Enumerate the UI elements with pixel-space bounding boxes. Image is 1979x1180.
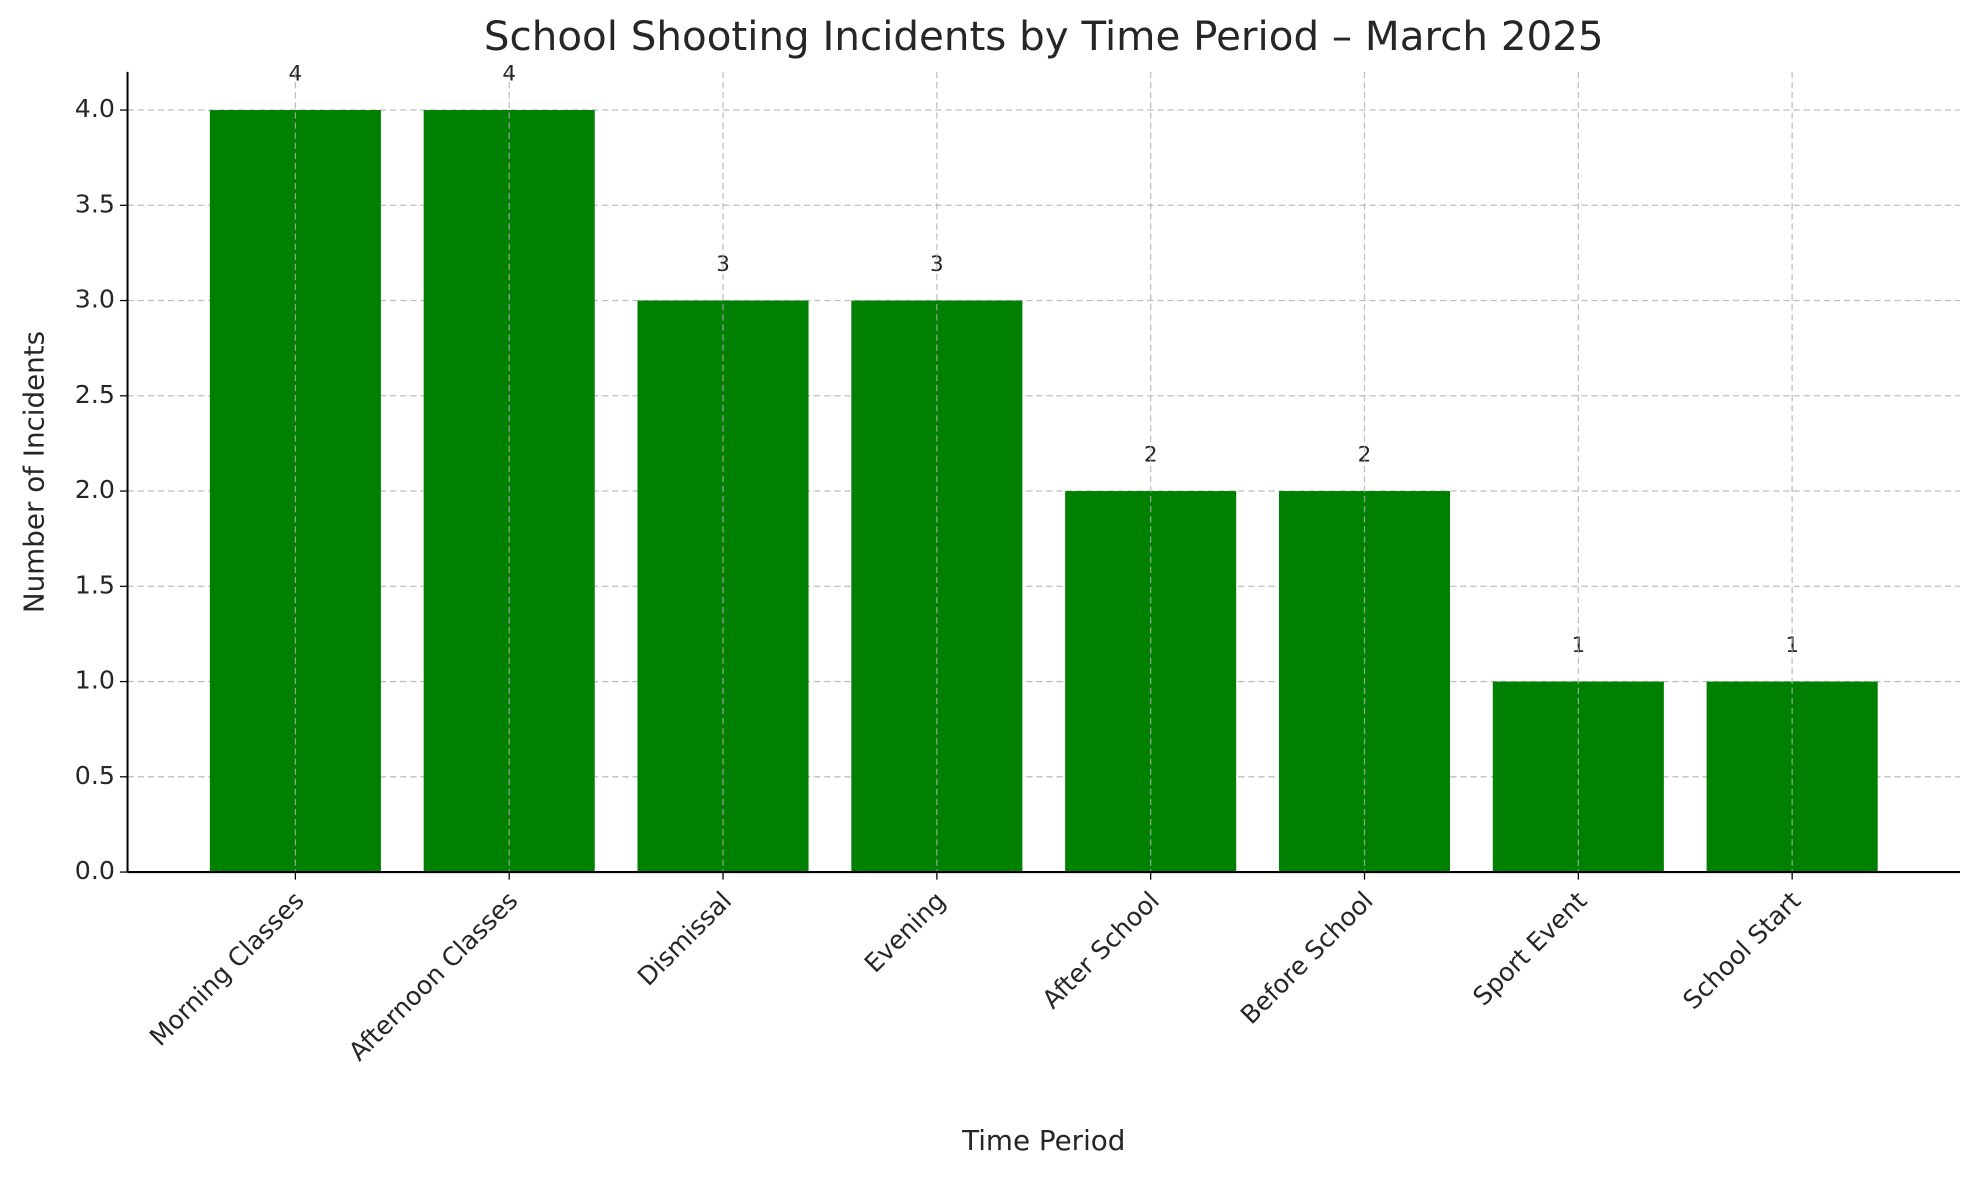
x-tick-label: Afternoon Classes [343,886,523,1066]
y-tick-label: 4.0 [75,94,115,123]
y-tick-label: 0.0 [75,856,115,885]
value-label: 2 [1144,443,1158,468]
x-tick-label: Evening [859,886,951,978]
y-tick-label: 1.0 [75,666,115,695]
x-axis-label: Time Period [961,1124,1125,1157]
value-label: 1 [1572,633,1586,658]
x-tick-label: Before School [1235,886,1379,1030]
y-axis-label: Number of Incidents [17,331,50,613]
y-tick-label: 0.5 [75,761,115,790]
value-label: 1 [1785,633,1799,658]
x-tick-label: After School [1037,886,1165,1014]
x-tick-label: Dismissal [632,886,737,991]
y-tick-label: 2.0 [75,475,115,504]
grid [127,109,1961,873]
x-tick-label: Morning Classes [144,886,310,1052]
y-tick-label: 1.5 [75,570,115,599]
chart-title: School Shooting Incidents by Time Period… [484,13,1604,60]
y-tick-label: 2.5 [75,380,115,409]
value-label: 2 [1358,443,1372,468]
y-tick-label: 3.5 [75,189,115,218]
x-tick-label: School Start [1677,886,1806,1015]
x-tick-label: Sport Event [1467,886,1592,1011]
y-tick-label: 3.0 [75,285,115,314]
